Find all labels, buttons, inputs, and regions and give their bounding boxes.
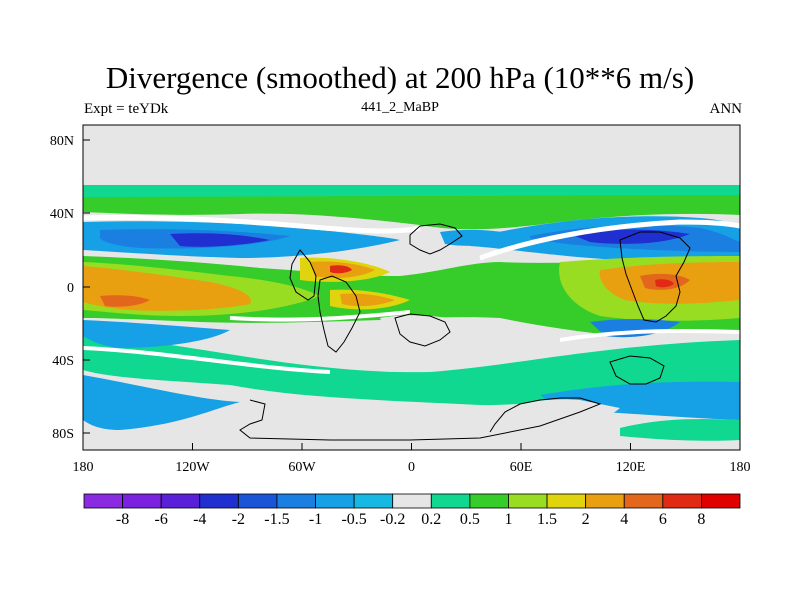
colorbar-label: -2 (232, 511, 245, 528)
colorbar-box (315, 493, 355, 509)
colorbar-box (508, 493, 548, 509)
colorbar-box (662, 493, 702, 509)
tropical-red-west (100, 295, 150, 307)
colorbar-box (276, 493, 316, 509)
colorbar-label: 8 (697, 511, 705, 528)
amazon-no-data (380, 315, 460, 332)
coastline-africa (394, 313, 451, 347)
northern-teal-strip (83, 185, 740, 197)
lon-tick-label: 180 (730, 460, 751, 475)
white-gap-northern (83, 214, 421, 234)
white-gap-south (83, 346, 331, 374)
colorbar-label: 6 (659, 511, 667, 528)
latitude-axis: 80N 40N 0 40S 80S (50, 134, 90, 442)
coastline-australia (609, 355, 665, 385)
colorbar-label: 0.2 (421, 511, 441, 528)
lat-tick-label: 80N (50, 134, 74, 149)
lon-tick-label: 60E (510, 460, 533, 475)
colorbar-label: 2 (582, 511, 590, 528)
white-gap-east (479, 219, 740, 261)
colorbar-box (160, 493, 201, 509)
colorbar-label: -4 (193, 511, 206, 528)
longitude-axis: 180 120W 60W 0 60E 120E 180 (73, 443, 751, 475)
plot-title: Divergence (smoothed) at 200 hPa (10**6 … (105, 60, 695, 95)
season-label: ANN (709, 101, 743, 117)
colorbar-label: 0.5 (460, 511, 480, 528)
colorbar-box (199, 493, 239, 509)
colorbar: -8 -6 -4 -2 -1.5 -1 -0.5 -0.2 0.2 0.5 1 1.5 2 4 6 8 (83, 493, 741, 528)
colorbar-box (701, 493, 741, 509)
case-label: 441_2_MaBP (361, 100, 439, 115)
antarctic-no-data (237, 399, 620, 440)
colorbar-label: 1.5 (537, 511, 557, 528)
southern-subtropical-blue (83, 320, 230, 348)
colorbar-box (469, 493, 509, 509)
colorbar-box (546, 493, 587, 509)
colorbar-label: 1 (504, 511, 512, 528)
colorbar-label: 4 (620, 511, 628, 528)
colorbar-label: -6 (155, 511, 168, 528)
coastline-americas (409, 223, 463, 255)
lat-tick-label: 0 (67, 281, 74, 296)
white-gap-tropics (229, 310, 411, 322)
lat-tick-label: 40N (50, 207, 74, 222)
colorbar-box (430, 493, 471, 509)
lat-tick-label: 40S (52, 354, 74, 369)
colorbar-box (83, 493, 123, 509)
coastline-north-america (289, 249, 317, 301)
tropical-red-east-core (655, 279, 674, 288)
lon-tick-label: 180 (73, 460, 94, 475)
coastline-asia (619, 231, 691, 323)
colorbar-label: -8 (116, 511, 129, 528)
southern-teal-east (620, 418, 740, 441)
tropical-orange-atlantic (340, 293, 395, 307)
colorbar-label: -0.2 (380, 511, 405, 528)
northern-dark-blue-core (170, 233, 270, 247)
east-dark-blue-core (570, 229, 690, 244)
coastlines (239, 223, 691, 441)
coastline-south-america (317, 275, 361, 353)
southern-blue-band (83, 375, 240, 430)
lon-tick-label: 60W (288, 460, 316, 475)
colorbar-box (392, 493, 432, 509)
colorbar-box (353, 493, 394, 509)
lon-tick-label: 120E (616, 460, 646, 475)
tropical-red-central (330, 265, 352, 274)
lon-tick-label: 0 (408, 460, 415, 475)
lon-tick-label: 120W (175, 460, 210, 475)
colorbar-label: -1.5 (264, 511, 289, 528)
white-gap-south-east (559, 328, 740, 342)
coastline-antarctica (239, 397, 602, 441)
colorbar-label: -1 (309, 511, 322, 528)
lat-tick-label: 80S (52, 427, 74, 442)
colorbar-box (623, 493, 664, 509)
experiment-label: Expt = teYDk (84, 101, 169, 117)
colorbar-label: -0.5 (341, 511, 366, 528)
colorbar-box (122, 493, 162, 509)
colorbar-box (237, 493, 278, 509)
contour-field (83, 125, 740, 450)
colorbar-box (585, 493, 625, 509)
